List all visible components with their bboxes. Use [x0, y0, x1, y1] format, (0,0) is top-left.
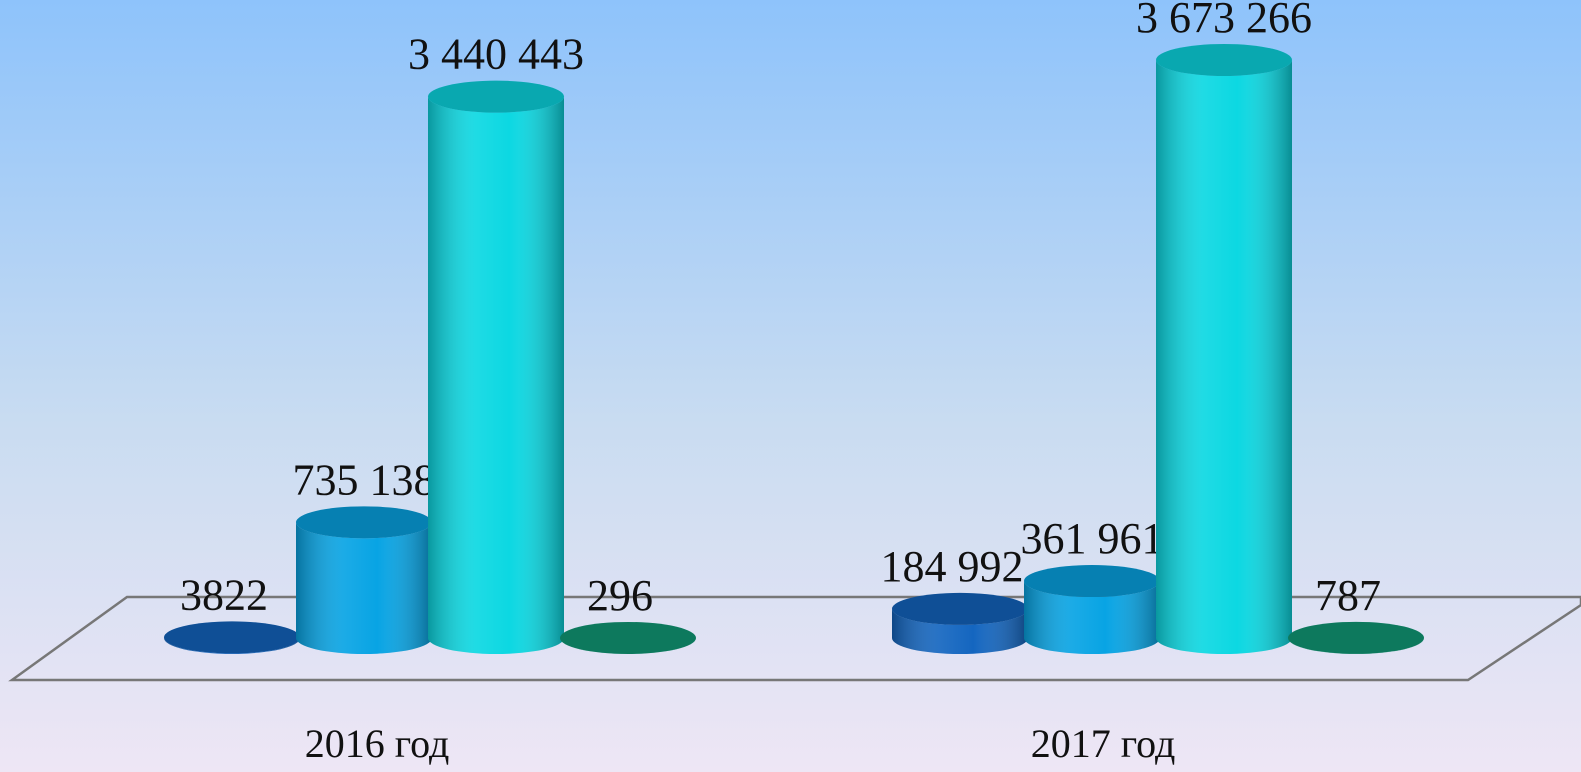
cylinder-top — [296, 506, 432, 539]
cylinder-top-shade — [1156, 44, 1292, 76]
cylinder-top — [164, 621, 300, 654]
value-label: 184 992 — [881, 542, 1024, 591]
cylinder-top-shade — [1024, 565, 1160, 598]
cylinder-top — [1156, 44, 1292, 76]
cylinder-top — [1024, 565, 1160, 598]
cylinder-top — [1288, 621, 1424, 654]
cylinder-top-shade — [560, 621, 696, 654]
cylinder-shade — [1156, 60, 1292, 654]
cylinder-top — [892, 592, 1028, 625]
value-label: 735 138 — [293, 455, 436, 504]
floor — [8, 595, 1581, 682]
cylinder-shade — [428, 96, 564, 654]
cylinder-top-shade — [164, 621, 300, 654]
value-label: 361 961 — [1021, 514, 1164, 563]
cylinder-top-shade — [296, 506, 432, 539]
x-tick-label: 2016 год — [305, 721, 450, 766]
value-label: 787 — [1315, 571, 1381, 620]
cylinder-top-shade — [1288, 621, 1424, 654]
cylinder-shade — [296, 522, 432, 654]
cylinder-top-shade — [892, 592, 1028, 625]
value-label: 296 — [587, 571, 653, 620]
cylinder-top — [560, 621, 696, 654]
value-label: 3822 — [180, 570, 268, 619]
value-label: 3 673 266 — [1136, 0, 1312, 42]
cylinder-shade — [892, 608, 1028, 654]
x-tick-label: 2017 год — [1031, 721, 1176, 766]
cylinder-shade — [1024, 581, 1160, 654]
cylinder-top — [428, 80, 564, 113]
cylinder-top-shade — [428, 80, 564, 113]
value-label: 3 440 443 — [408, 30, 584, 79]
